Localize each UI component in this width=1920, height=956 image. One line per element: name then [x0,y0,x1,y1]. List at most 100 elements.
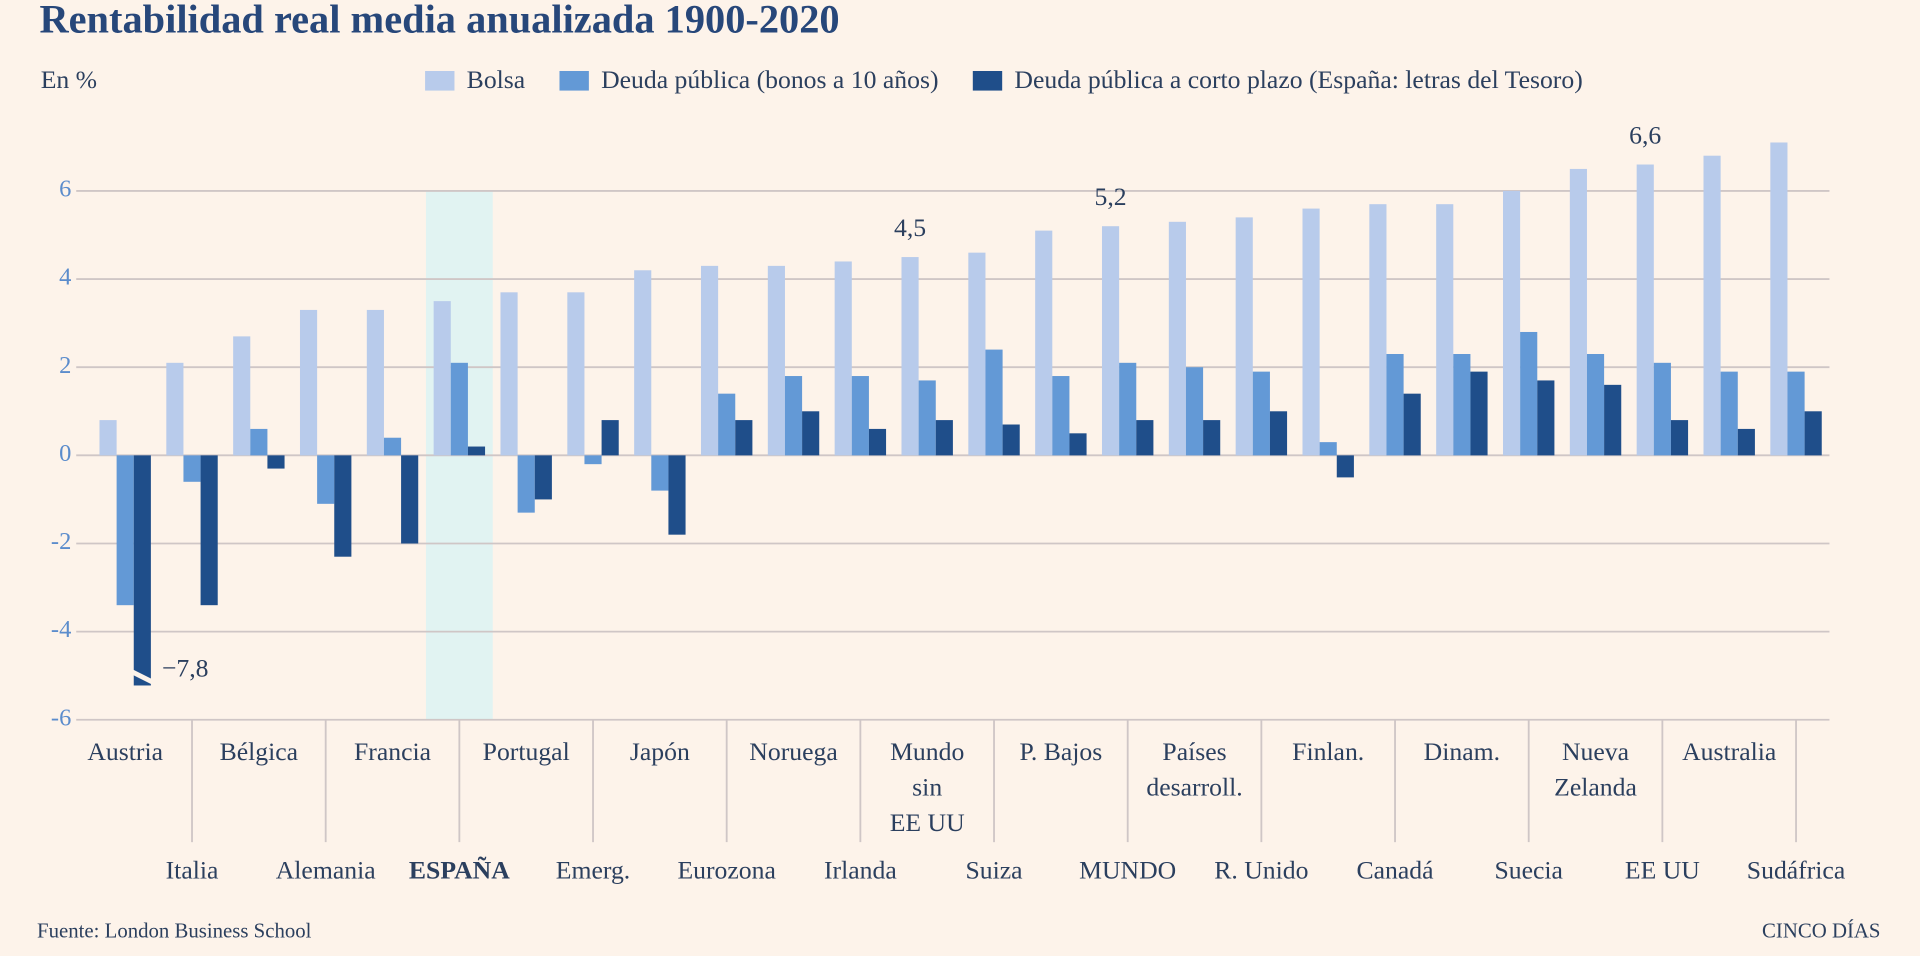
x-tick-label: Finlan. [1292,737,1364,766]
x-tick-label: Dinam. [1424,737,1500,766]
x-tick-label: ESPAÑA [409,856,510,885]
bar [985,349,1003,456]
bar [1636,164,1654,456]
bar [334,455,352,557]
bar [317,455,335,504]
bar [1185,367,1204,456]
bar [1119,362,1137,456]
bar [1670,420,1689,456]
bar [467,446,486,456]
x-tick-label: P. Bajos [1019,737,1102,766]
y-tick-label: 0 [59,440,71,467]
x-tick-label: Austria [87,737,163,766]
bar [1569,168,1587,456]
bar [1101,226,1120,456]
bar [1537,380,1555,456]
bar [1369,204,1387,456]
bar [1252,371,1270,456]
y-tick-label: -4 [51,616,71,643]
bar [802,411,820,456]
bar [968,252,986,456]
x-tick-label: Mundo sin EE UU [890,737,965,837]
x-tick-label: Alemania [276,856,376,885]
x-tick-label: Irlanda [824,856,897,885]
data-label: −7,8 [162,654,209,683]
bar [901,257,919,456]
bar [868,428,887,456]
bar [183,455,201,482]
bar [784,376,803,456]
bar [584,455,602,465]
x-tick-label: Francia [354,737,432,766]
x-tick-label: Japón [630,737,690,766]
bar [1804,411,1822,456]
bar [500,292,518,456]
x-tick-label: Emerg. [556,856,630,885]
x-tick-label: Australia [1682,737,1777,766]
bar [1386,354,1404,456]
bar [1035,230,1053,456]
bar [1436,204,1454,456]
bar [233,336,251,456]
y-tick-label: 6 [59,176,71,203]
bar [601,420,619,456]
bar [1770,142,1788,456]
bar [1453,354,1471,456]
bar [700,265,719,456]
bar [534,455,552,500]
y-tick-label: -6 [51,704,71,731]
x-tick-label: Nueva Zelanda [1554,737,1637,801]
x-tick-label: Eurozona [677,856,776,885]
bar [851,376,869,456]
x-tick-label: Suecia [1494,856,1563,885]
x-tick-label: R. Unido [1214,856,1308,885]
bar [133,455,151,686]
bar [1136,420,1154,456]
bar [668,455,686,535]
bar [918,380,936,456]
data-label: 5,2 [1095,182,1127,211]
bar [200,455,218,606]
bar [116,455,134,606]
y-tick-label: 4 [59,264,71,291]
bar [1069,433,1087,456]
bar [1586,354,1605,456]
x-tick-label: Sudáfrica [1747,856,1846,885]
bar [450,362,468,456]
legend-swatch [559,70,589,91]
credit: CINCO DÍAS [1762,920,1880,943]
x-tick-label: Italia [166,856,219,885]
bar [1235,217,1253,456]
legend-swatch [972,70,1003,91]
x-tick-label: Noruega [749,737,838,766]
bar [1520,331,1538,456]
bar [1737,428,1755,456]
bar [250,428,268,456]
bar [834,261,852,456]
bar [433,301,451,456]
x-tick-label: Portugal [483,737,570,766]
bar [1502,190,1521,456]
bar [1604,384,1622,456]
bar [1203,420,1221,456]
axis-break [128,668,156,686]
bar [1787,371,1805,456]
chart-title: Rentabilidad real media anualizada 1900-… [39,0,839,42]
bar [1269,411,1288,456]
bar [366,309,384,456]
bar [1703,155,1721,456]
bar [1403,393,1421,456]
bar [166,362,184,456]
bar [1302,208,1320,456]
bar [1052,376,1070,456]
bar [1002,424,1020,456]
bar [99,420,117,456]
x-tick-label: Canadá [1357,856,1435,885]
legend-label: Deuda pública a corto plazo (España: let… [1014,65,1582,94]
bar [383,437,402,456]
bar [634,270,652,456]
x-tick-label: Países desarroll. [1146,737,1242,801]
bar [1319,442,1337,456]
y-axis-label: En % [41,65,97,94]
